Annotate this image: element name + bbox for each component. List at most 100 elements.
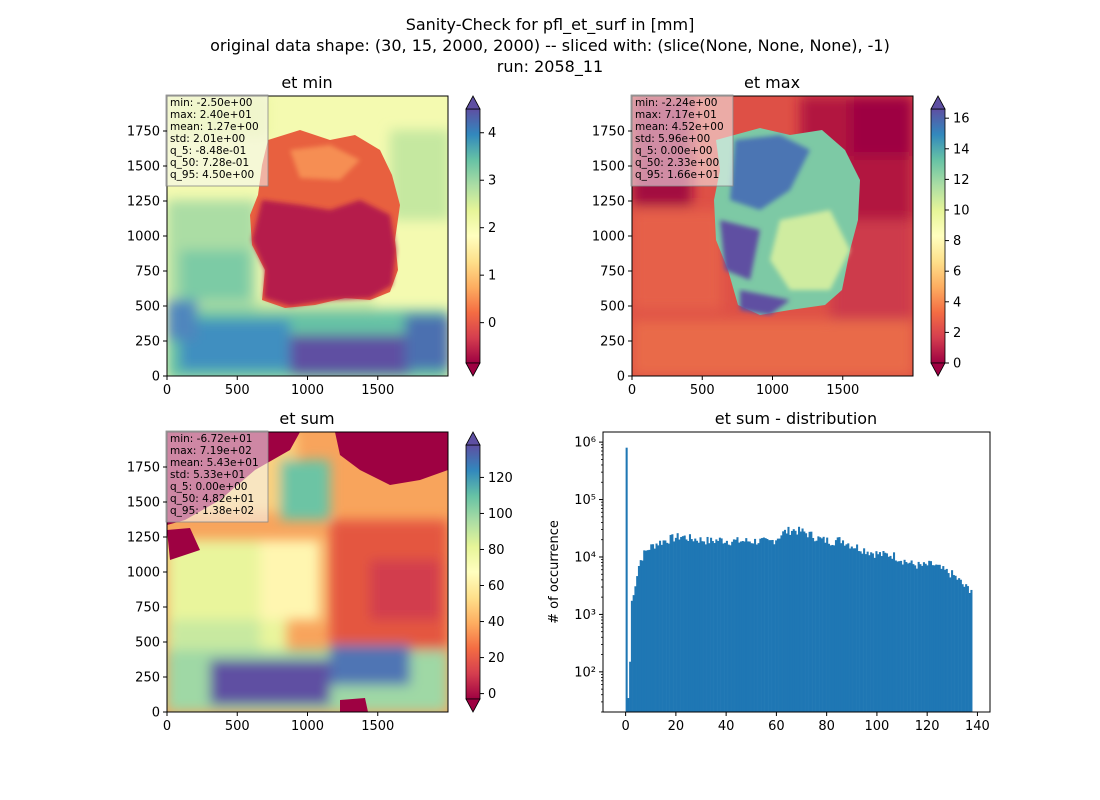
x-tick-label: 0: [621, 719, 629, 734]
histogram-bar: [815, 540, 818, 712]
histogram-bar: [966, 586, 969, 712]
x-tick-label: 40: [718, 719, 735, 734]
histogram-bar: [935, 564, 938, 712]
histogram-bar: [882, 551, 885, 712]
histogram-bar: [866, 551, 869, 712]
histogram-bar: [655, 543, 658, 712]
y-tick-label: 10⁶: [574, 436, 596, 451]
histogram-bar: [826, 537, 829, 712]
stat-mean: mean: 1.27e+00: [170, 121, 259, 133]
histogram-bar: [958, 578, 961, 712]
x-tick-label: 500: [225, 383, 250, 398]
histogram-bar: [687, 540, 690, 712]
y-tick-label: 0: [617, 370, 625, 385]
colorbar-tick-label: 2: [488, 221, 496, 236]
histogram-bar: [910, 560, 913, 712]
colorbar-et-sum: 0 20 40 60 80 100 120: [465, 431, 513, 713]
histogram-bar: [912, 564, 915, 712]
histogram-bar: [907, 563, 910, 712]
colorbar-et-max: 0 2 4 6 8 10 12 14 16: [930, 95, 970, 377]
x-tick-label: 140: [965, 719, 990, 734]
histogram-bar: [725, 540, 728, 712]
histogram-bar: [741, 541, 744, 712]
histogram-bar: [664, 540, 667, 712]
histogram-bar: [710, 537, 713, 712]
histogram-bar: [903, 559, 906, 712]
histogram-bar: [838, 537, 841, 712]
histogram-bar: [813, 541, 816, 712]
histogram-bar: [834, 540, 838, 712]
histogram-bar: [755, 544, 758, 712]
y-tick-label: 1000: [592, 230, 625, 245]
histogram-bar: [790, 530, 794, 712]
histogram-bar: [926, 565, 929, 712]
y-tick-label: 1500: [127, 496, 160, 511]
histogram-bar: [840, 543, 843, 712]
histogram-bar: [944, 569, 947, 712]
histogram-bar: [891, 558, 894, 712]
histogram-bar: [662, 540, 665, 712]
histogram-bar: [636, 576, 639, 712]
panel-title-distribution: et sum - distribution: [715, 409, 877, 428]
stat-max: max: 7.19e+02: [170, 445, 252, 457]
histogram-bar: [877, 554, 880, 712]
histogram-bar: [889, 555, 892, 712]
histogram-bar: [776, 538, 779, 712]
colorbar-tick-label: 12: [953, 173, 970, 188]
histogram-bar: [743, 541, 746, 712]
stat-std: std: 5.33e+01: [170, 469, 245, 481]
histogram-bar: [951, 570, 954, 712]
stat-q5: q_5: 0.00e+00: [635, 145, 712, 157]
histogram-bar: [630, 600, 633, 712]
histogram-bar: [792, 529, 795, 712]
histogram-bar: [954, 575, 957, 712]
histogram-bar: [812, 537, 815, 712]
histogram-bar: [660, 544, 663, 712]
histogram-bar: [905, 562, 908, 712]
histogram-bar: [748, 541, 751, 712]
colorbar-tick-label: 8: [953, 234, 961, 249]
x-tick-label: 0: [163, 383, 171, 398]
colorbar-tick-label: 6: [953, 265, 961, 280]
histogram-bar: [970, 589, 973, 712]
colorbar-tick-label: 10: [953, 203, 970, 218]
histogram-bar: [894, 560, 897, 712]
histogram-bar: [915, 568, 918, 712]
histogram-bar: [667, 543, 670, 712]
stat-q5: q_5: -8.48e-01: [170, 145, 246, 157]
colorbar-tick-label: 120: [488, 471, 513, 486]
y-tick-label: 500: [135, 636, 160, 651]
histogram-bar: [945, 568, 948, 712]
histogram-bar: [870, 552, 873, 712]
y-tick-label: 1750: [592, 125, 625, 140]
histogram-bar: [683, 535, 686, 712]
histogram-bar: [940, 568, 943, 712]
histogram-bar: [863, 548, 866, 712]
histogram-bar: [734, 539, 737, 712]
histogram-bar: [666, 542, 669, 712]
x-tick-label: 1000: [291, 719, 324, 734]
histogram-bar: [701, 541, 704, 712]
histogram-bar: [868, 555, 871, 712]
histogram-bar: [782, 531, 785, 712]
stats-box: [165, 94, 269, 187]
histogram-bar: [914, 565, 917, 712]
x-tick-label: 0: [628, 383, 636, 398]
stat-max: max: 2.40e+01: [170, 109, 252, 121]
y-tick-label: 1000: [127, 566, 160, 581]
histogram-bar: [827, 543, 830, 712]
histogram-bar: [769, 540, 772, 712]
histogram-bar: [648, 549, 651, 712]
histogram-bar: [796, 534, 799, 712]
histogram-bar: [824, 542, 827, 712]
x-tick-label: 120: [915, 719, 940, 734]
histogram-bar: [805, 533, 808, 712]
colorbar-tick-label: 0: [953, 357, 961, 372]
histogram-bar: [829, 545, 832, 712]
histogram-bar: [799, 531, 802, 712]
histogram-bars: [625, 447, 973, 712]
x-tick-label: 500: [690, 383, 715, 398]
histogram-bar: [703, 541, 706, 712]
histogram-bar: [775, 540, 778, 712]
y-tick-label: 1250: [127, 531, 160, 546]
